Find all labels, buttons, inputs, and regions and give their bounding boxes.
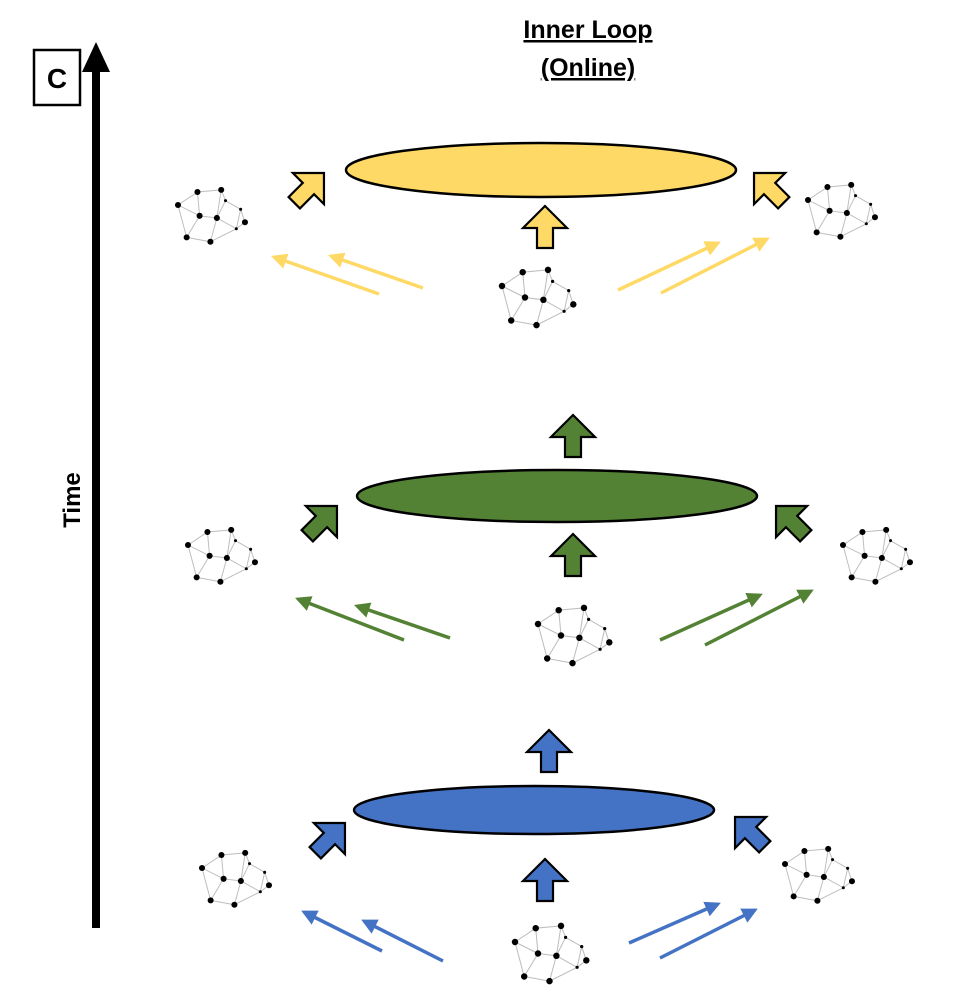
panel-label: C xyxy=(47,63,67,94)
level-bottom-network-left xyxy=(198,849,272,908)
level-bottom-network-center xyxy=(511,922,590,985)
level-top-arrow-right-in xyxy=(617,241,721,292)
level-middle-arrow-right-in xyxy=(659,592,763,642)
level-top-network-center xyxy=(498,266,577,329)
level-bottom-arrow-left-out xyxy=(301,910,383,953)
level-top-arrow-right-out xyxy=(660,237,770,295)
time-axis-line xyxy=(92,68,100,928)
level-bottom-arrow-top-up xyxy=(524,728,574,774)
level-bottom-arrow-right-in xyxy=(628,901,721,945)
level-bottom-arrow-right-up xyxy=(733,815,772,854)
time-axis-label: Time xyxy=(59,472,86,528)
level-top-arrow-left-in xyxy=(328,252,424,290)
level-top-ellipse xyxy=(344,141,738,199)
title-line-1: Inner Loop xyxy=(523,16,652,44)
level-middle-arrow-top-up xyxy=(548,413,598,459)
level-middle-network-left xyxy=(184,526,258,585)
level-top-arrow-center-up xyxy=(520,204,570,250)
level-middle-arrow-right-out xyxy=(704,589,814,647)
level-top-network-left xyxy=(174,186,248,245)
level-top-network-right xyxy=(804,181,878,240)
level-bottom-ellipse xyxy=(352,784,716,836)
level-middle-arrow-left-in xyxy=(354,602,451,640)
level-middle-arrow-right-up xyxy=(774,504,813,543)
level-middle-arrow-center-up xyxy=(548,532,598,578)
level-middle-network-right xyxy=(839,526,913,585)
level-top-arrow-left-up xyxy=(287,171,326,210)
time-axis: Time xyxy=(59,42,110,928)
level-bottom-network-right xyxy=(781,845,855,904)
level-bottom-arrow-right-out xyxy=(659,908,758,960)
level-middle-network-center xyxy=(534,604,613,667)
title-line-2: (Online) xyxy=(541,54,635,82)
level-top-arrow-left-out xyxy=(271,253,380,296)
level-top-arrow-right-up xyxy=(752,171,791,210)
level-middle-ellipse xyxy=(355,468,759,524)
level-bottom-arrow-center-up xyxy=(520,857,570,903)
panel-label-box: C xyxy=(32,48,82,107)
level-bottom-arrow-left-up xyxy=(308,821,347,860)
level-middle-arrow-left-up xyxy=(300,504,339,543)
time-axis-arrowhead xyxy=(82,42,110,72)
level-bottom xyxy=(198,728,855,985)
level-bottom-arrow-left-in xyxy=(361,919,444,963)
level-middle xyxy=(184,413,913,667)
level-middle-arrow-left-out xyxy=(295,596,405,642)
level-top xyxy=(174,141,878,329)
levels-group xyxy=(174,141,913,985)
